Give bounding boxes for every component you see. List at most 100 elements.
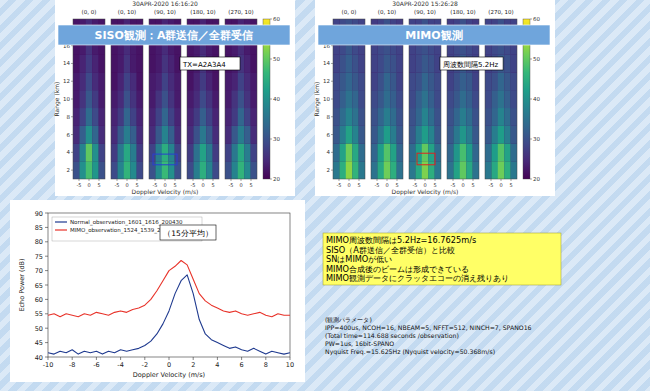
heat-cell — [175, 90, 181, 108]
heat-cell — [130, 72, 137, 90]
x-tick — [473, 179, 474, 181]
heat-cell — [409, 55, 416, 73]
x-tick — [397, 179, 398, 181]
heat-cell — [149, 72, 156, 90]
x-tick — [137, 179, 138, 181]
heat-cell — [415, 72, 422, 90]
y-tick — [45, 241, 48, 242]
heat-cell — [162, 55, 169, 73]
parameter-line: (Total time=114.688 seconds /observation… — [325, 332, 459, 339]
heat-cell — [333, 161, 340, 179]
legend-swatch — [55, 221, 67, 222]
heat-cell — [137, 90, 143, 108]
heat-cell — [397, 126, 403, 144]
heat-cell — [428, 161, 435, 179]
panel-label: (0, 0) — [82, 9, 97, 15]
heat-cell — [435, 90, 441, 108]
heat-cell — [111, 143, 118, 161]
summary-line: SNはMIMOが低い — [326, 254, 392, 264]
heat-cell — [371, 161, 378, 179]
heat-cell — [397, 90, 403, 108]
heat-cell — [409, 143, 416, 161]
heat-cell — [339, 161, 346, 179]
heat-cell — [200, 161, 207, 179]
x-tick — [377, 179, 378, 181]
x-tick — [231, 179, 232, 181]
heat-cell — [384, 90, 391, 108]
heat-cell — [137, 72, 143, 90]
y-tick — [331, 152, 333, 153]
heat-cell — [193, 161, 200, 179]
x-tick — [463, 179, 464, 181]
y-tick-label: 80 — [35, 238, 43, 246]
heat-cell — [79, 90, 86, 108]
colorbar-tick-label: 30 — [273, 136, 280, 142]
x-tick — [144, 357, 145, 360]
heat-cell — [511, 55, 517, 73]
x-tick-label: 0 — [167, 361, 171, 369]
heat-cell — [339, 126, 346, 144]
heatmap-figure: 30APR-2020 16:16:20(0, 0)-505(0, 10)-505… — [53, 0, 295, 196]
heat-cell — [79, 143, 86, 161]
y-tick — [331, 116, 333, 117]
heat-cell — [511, 126, 517, 144]
heat-cell — [225, 143, 232, 161]
heat-cell — [511, 72, 517, 90]
heat-cell — [124, 55, 131, 73]
panel-label: (0, 10) — [378, 9, 396, 15]
heat-cell — [238, 108, 245, 126]
colorbar-tick-label: 60 — [273, 16, 280, 22]
parameter-line: IPP=400us, NCOH=16, NBEAM=5, NFFT=512, N… — [325, 324, 532, 331]
figure-background — [315, 0, 555, 196]
heat-cell — [359, 108, 365, 126]
x-tick — [217, 357, 218, 360]
heat-cell — [491, 90, 498, 108]
heat-cell — [397, 108, 403, 126]
highlight-box — [417, 153, 435, 165]
heat-cell — [244, 143, 251, 161]
heat-cell — [422, 55, 429, 73]
heat-cell — [244, 72, 251, 90]
x-tick-label: -4 — [117, 361, 123, 369]
heat-cell — [193, 72, 200, 90]
y-tick-label: 6 — [67, 132, 71, 138]
heat-cell — [371, 126, 378, 144]
heat-cell — [99, 143, 105, 161]
heat-cell — [422, 161, 429, 179]
panel-label: (180, 10) — [190, 9, 215, 15]
summary-line: MIMO合成後のビームは形成できている — [326, 264, 469, 274]
heat-cell — [149, 126, 156, 144]
heat-cell — [339, 108, 346, 126]
heat-cell — [352, 55, 359, 73]
y-tick — [331, 134, 333, 135]
x-tick — [213, 179, 214, 181]
heat-cell — [390, 108, 397, 126]
x-tick-label: 0 — [461, 182, 464, 188]
y-tick — [71, 152, 73, 153]
heat-cell — [390, 161, 397, 179]
x-tick-label: -5 — [229, 182, 234, 188]
y-tick-label: 12 — [323, 78, 330, 84]
heat-cell — [86, 72, 93, 90]
heat-cell — [473, 161, 479, 179]
y-tick — [45, 342, 48, 343]
heat-cell — [384, 72, 391, 90]
heat-cell — [137, 143, 143, 161]
heat-cell — [397, 72, 403, 90]
x-tick — [175, 179, 176, 181]
colorbar-tick — [530, 179, 532, 180]
chart-title: （15分平均） — [163, 229, 213, 238]
heat-cell — [213, 143, 219, 161]
heat-cell — [73, 90, 80, 108]
heat-cell — [504, 108, 511, 126]
panel-label: (90, 10) — [414, 9, 436, 15]
summary-line: SISO（A群送信／全群受信）と比較 — [326, 245, 455, 255]
heat-cell — [99, 55, 105, 73]
heat-cell — [187, 126, 194, 144]
heat-cell — [137, 108, 143, 126]
heat-cell — [244, 108, 251, 126]
heat-cell — [415, 143, 422, 161]
heat-cell — [137, 161, 143, 179]
heat-cell — [346, 161, 353, 179]
y-tick-label: 4 — [67, 149, 71, 155]
